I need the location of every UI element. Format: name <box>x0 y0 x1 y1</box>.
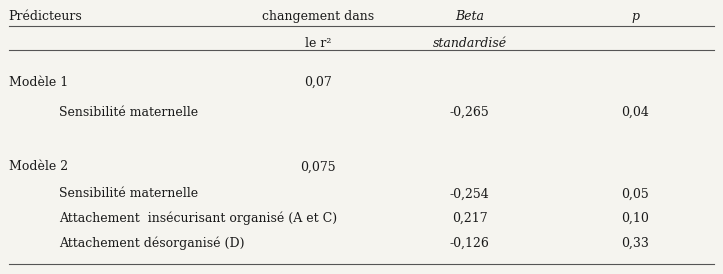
Text: 0,075: 0,075 <box>301 160 336 173</box>
Text: le r²: le r² <box>305 37 331 50</box>
Text: Attachement  insécurisant organisé (A et C): Attachement insécurisant organisé (A et … <box>59 212 337 225</box>
Text: Modèle 2: Modèle 2 <box>9 160 68 173</box>
Text: 0,05: 0,05 <box>621 187 649 201</box>
Text: -0,126: -0,126 <box>450 236 489 249</box>
Text: Modèle 1: Modèle 1 <box>9 76 68 89</box>
Text: -0,265: -0,265 <box>450 106 489 119</box>
Text: Sensibilité maternelle: Sensibilité maternelle <box>59 187 198 201</box>
Text: standardisé: standardisé <box>432 37 507 50</box>
Text: Sensibilité maternelle: Sensibilité maternelle <box>59 106 198 119</box>
Text: 0,217: 0,217 <box>452 212 487 225</box>
Text: 0,33: 0,33 <box>621 236 649 249</box>
Text: Prédicteurs: Prédicteurs <box>9 10 82 22</box>
Text: p: p <box>631 10 639 22</box>
Text: -0,254: -0,254 <box>450 187 489 201</box>
Text: 0,07: 0,07 <box>304 76 332 89</box>
Text: 0,04: 0,04 <box>621 106 649 119</box>
Text: 0,10: 0,10 <box>621 212 649 225</box>
Text: Attachement désorganisé (D): Attachement désorganisé (D) <box>59 236 244 250</box>
Text: changement dans: changement dans <box>262 10 375 22</box>
Text: Beta: Beta <box>455 10 484 22</box>
